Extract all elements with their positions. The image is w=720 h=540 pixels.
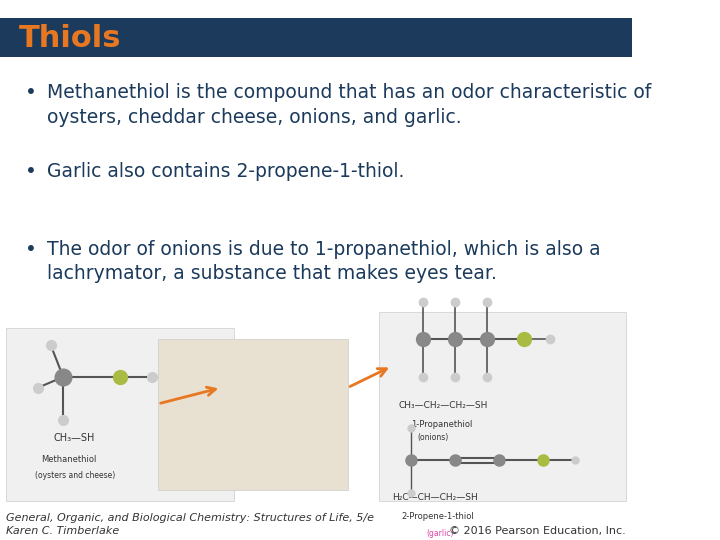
Text: (oysters and cheese): (oysters and cheese): [35, 471, 115, 480]
Text: © 2016 Pearson Education, Inc.: © 2016 Pearson Education, Inc.: [449, 526, 626, 536]
Text: H₂C—CH—CH₂—SH: H₂C—CH—CH₂—SH: [392, 492, 477, 502]
FancyBboxPatch shape: [379, 312, 626, 501]
Text: CH₃—SH: CH₃—SH: [54, 434, 95, 443]
FancyBboxPatch shape: [158, 339, 348, 490]
Text: (onions): (onions): [417, 434, 449, 442]
Text: Garlic also contains 2-propene-1-thiol.: Garlic also contains 2-propene-1-thiol.: [48, 161, 405, 180]
Text: CH₃—CH₂—CH₂—SH: CH₃—CH₂—CH₂—SH: [398, 401, 487, 410]
Text: 2-Propene-1-thiol: 2-Propene-1-thiol: [401, 511, 474, 521]
Text: •: •: [25, 240, 37, 259]
Text: 1-Propanethiol: 1-Propanethiol: [410, 420, 472, 429]
Text: Thiols: Thiols: [19, 24, 122, 53]
Text: Methanethiol: Methanethiol: [41, 455, 96, 464]
Text: •: •: [25, 161, 37, 180]
FancyArrowPatch shape: [350, 369, 387, 387]
FancyArrowPatch shape: [161, 387, 215, 403]
FancyBboxPatch shape: [6, 328, 234, 501]
FancyBboxPatch shape: [0, 18, 632, 57]
Text: Methanethiol is the compound that has an odor characteristic of
oysters, cheddar: Methanethiol is the compound that has an…: [48, 84, 652, 127]
Text: •: •: [25, 84, 37, 103]
Text: General, Organic, and Biological Chemistry: Structures of Life, 5/e
Karen C. Tim: General, Organic, and Biological Chemist…: [6, 512, 374, 536]
Text: The odor of onions is due to 1-propanethiol, which is also a
lachrymator, a subs: The odor of onions is due to 1-propaneth…: [48, 240, 601, 283]
Text: (garlic): (garlic): [426, 529, 454, 538]
